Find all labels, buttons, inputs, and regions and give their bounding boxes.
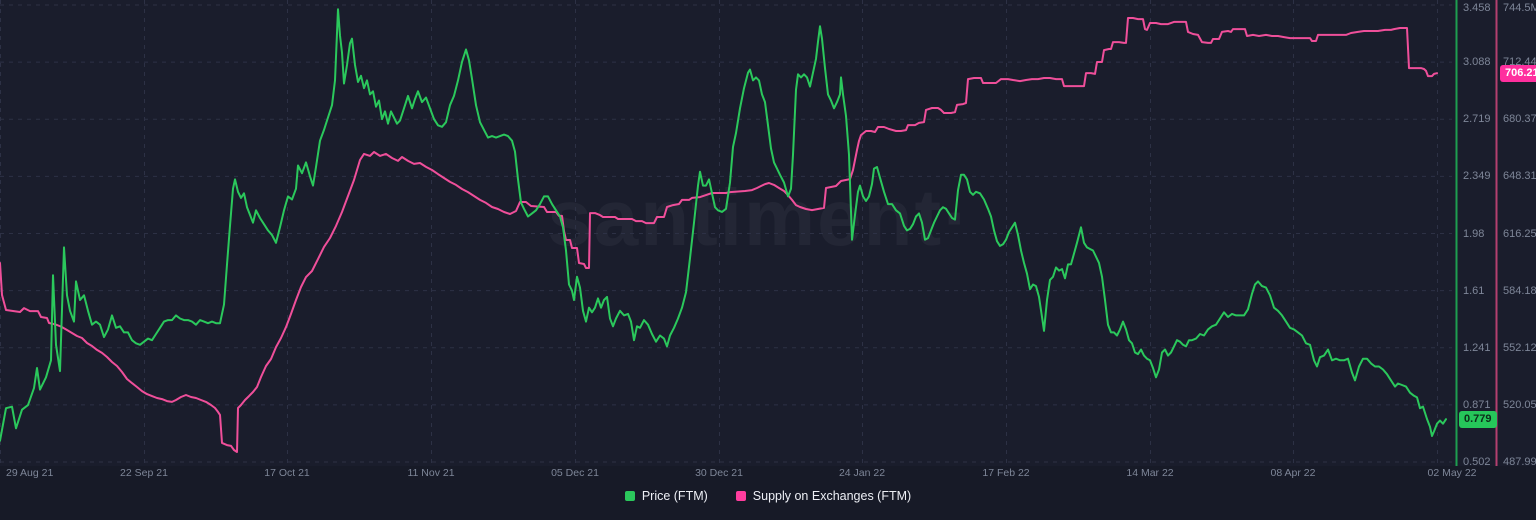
price-axis-tick: 0.871	[1463, 398, 1491, 411]
supply-axis-tick: 520.05M	[1503, 398, 1536, 411]
price-axis-tick: 1.241	[1463, 341, 1491, 354]
supply-axis-tick: 648.31M	[1503, 170, 1536, 183]
price-axis-tick: 1.61	[1463, 284, 1485, 297]
price-axis-tick: 3.458	[1463, 2, 1491, 14]
date-axis-tick: 29 Aug 21	[6, 467, 54, 479]
supply-axis-tick: 680.37M	[1503, 113, 1536, 126]
supply-axis-tick: 616.25M	[1503, 227, 1536, 240]
supply-axis-tick: 552.12M	[1503, 341, 1536, 354]
price-axis-tick: 2.349	[1463, 170, 1491, 183]
price-series-swatch	[624, 491, 635, 501]
price-line[interactable]	[0, 8, 1447, 442]
price-axis-tick: 1.98	[1463, 227, 1485, 240]
legend-item-price[interactable]: Price (FTM)	[624, 489, 708, 503]
date-axis-tick: 05 Dec 21	[551, 467, 599, 479]
legend: Price (FTM) Supply on Exchanges (FTM)	[0, 489, 1536, 503]
supply-axis-tick: 744.5M	[1503, 2, 1536, 14]
supply-line[interactable]	[0, 17, 1438, 453]
supply-current-badge: 706.21M	[1500, 65, 1536, 82]
price-axis-tick: 2.719	[1463, 113, 1491, 126]
price-series-label: Price (FTM)	[641, 489, 708, 503]
supply-series-swatch	[735, 491, 746, 501]
date-axis-tick: 30 Dec 21	[695, 467, 743, 479]
date-axis-tick: 17 Feb 22	[982, 467, 1030, 479]
supply-axis-tick: 487.99M	[1503, 456, 1536, 468]
date-axis-tick: 11 Nov 21	[407, 467, 455, 479]
date-axis-tick: 02 May 22	[1427, 467, 1477, 479]
date-axis-tick: 17 Oct 21	[264, 467, 310, 479]
price-current-badge: 0.779	[1459, 411, 1497, 428]
price-axis-tick: 3.088	[1463, 56, 1491, 69]
date-axis-tick: 22 Sep 21	[120, 467, 168, 479]
legend-item-supply[interactable]: Supply on Exchanges (FTM)	[735, 489, 912, 503]
date-axis-tick: 08 Apr 22	[1270, 467, 1316, 479]
supply-axis-tick: 584.18M	[1503, 284, 1536, 297]
date-axis-tick: 14 Mar 22	[1126, 467, 1174, 479]
price-axis-tick: 0.502	[1463, 456, 1491, 468]
xaxis-band	[0, 466, 1536, 520]
supply-series-label: Supply on Exchanges (FTM)	[752, 489, 912, 503]
date-axis-tick: 24 Jan 22	[838, 467, 886, 479]
